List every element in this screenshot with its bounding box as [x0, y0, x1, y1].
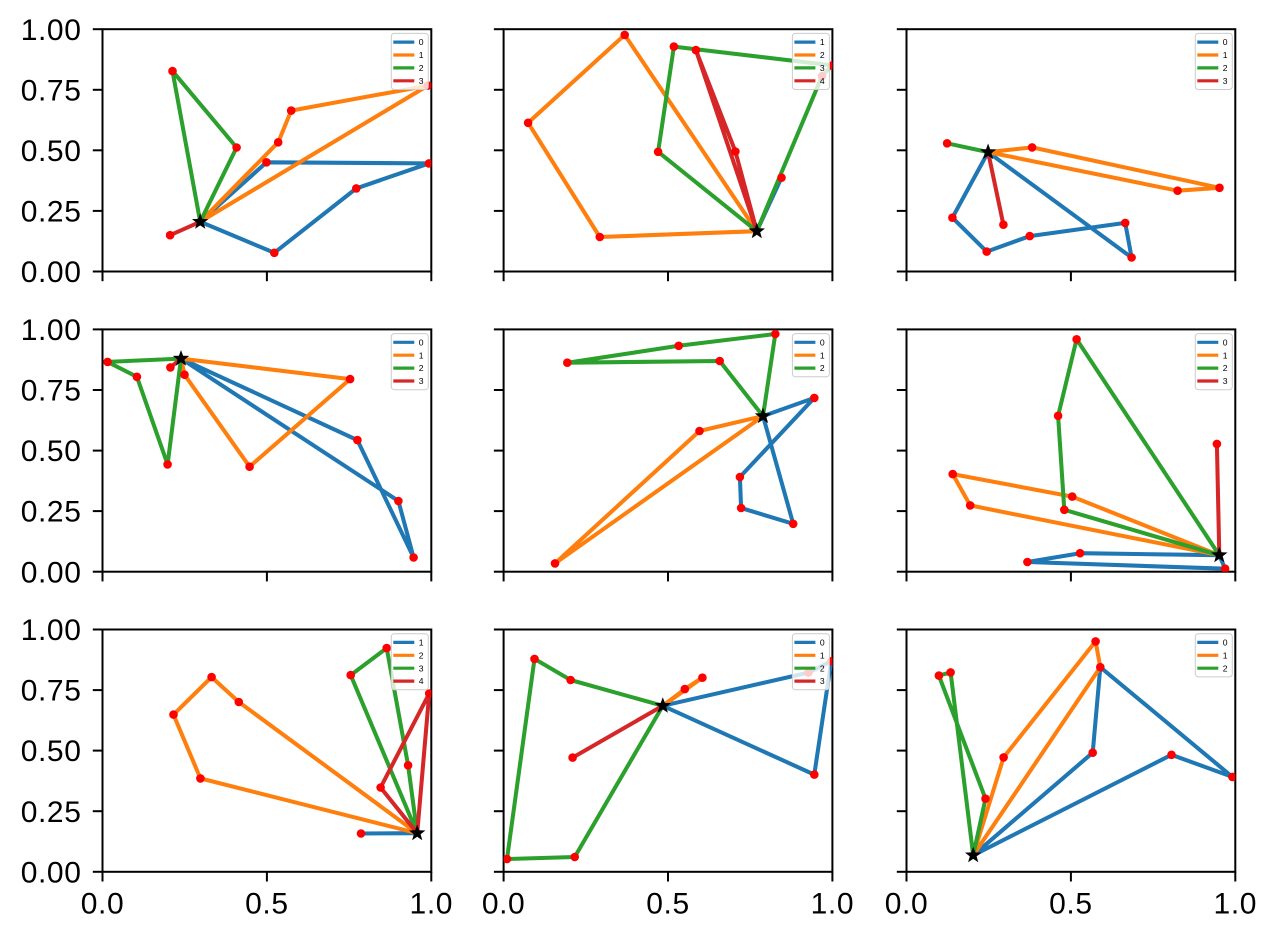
- svg-text:0.5: 0.5: [245, 888, 289, 921]
- svg-text:0: 0: [419, 337, 424, 347]
- svg-text:0.0: 0.0: [482, 888, 526, 921]
- svg-text:1: 1: [820, 37, 825, 47]
- svg-text:2: 2: [1223, 63, 1228, 73]
- svg-text:0.0: 0.0: [81, 888, 125, 921]
- svg-text:1: 1: [1223, 50, 1228, 60]
- svg-text:1.0: 1.0: [410, 888, 454, 921]
- svg-text:1.00: 1.00: [21, 614, 82, 647]
- svg-text:1.00: 1.00: [21, 14, 82, 47]
- svg-text:0: 0: [419, 37, 424, 47]
- svg-text:2: 2: [419, 63, 424, 73]
- svg-text:0.50: 0.50: [21, 435, 82, 468]
- svg-text:0: 0: [820, 337, 825, 347]
- svg-text:0.75: 0.75: [21, 675, 82, 708]
- svg-text:3: 3: [419, 76, 424, 86]
- svg-text:2: 2: [820, 363, 825, 373]
- svg-text:1: 1: [1223, 650, 1228, 660]
- svg-text:1.00: 1.00: [21, 314, 82, 347]
- svg-text:1: 1: [820, 650, 825, 660]
- svg-text:3: 3: [820, 63, 825, 73]
- svg-text:0.5: 0.5: [1049, 888, 1093, 921]
- svg-text:0.50: 0.50: [21, 135, 82, 168]
- svg-text:0.75: 0.75: [21, 74, 82, 107]
- svg-text:1: 1: [1223, 350, 1228, 360]
- svg-text:0: 0: [1223, 337, 1228, 347]
- svg-text:0.00: 0.00: [21, 856, 82, 889]
- svg-text:0: 0: [820, 638, 825, 648]
- svg-text:0.25: 0.25: [21, 796, 82, 829]
- svg-text:0.50: 0.50: [21, 735, 82, 768]
- svg-text:2: 2: [419, 363, 424, 373]
- svg-text:4: 4: [419, 676, 424, 686]
- svg-text:2: 2: [1223, 663, 1228, 673]
- svg-text:0: 0: [1223, 37, 1228, 47]
- svg-text:1: 1: [419, 350, 424, 360]
- svg-text:0.25: 0.25: [21, 196, 82, 229]
- svg-text:0: 0: [1223, 638, 1228, 648]
- svg-text:3: 3: [820, 676, 825, 686]
- svg-text:0.5: 0.5: [646, 888, 690, 921]
- svg-text:4: 4: [820, 76, 825, 86]
- svg-text:2: 2: [419, 650, 424, 660]
- svg-text:1.0: 1.0: [811, 888, 855, 921]
- svg-text:2: 2: [1223, 363, 1228, 373]
- svg-text:2: 2: [820, 50, 825, 60]
- svg-text:3: 3: [419, 663, 424, 673]
- svg-text:0.25: 0.25: [21, 496, 82, 529]
- svg-text:1: 1: [419, 638, 424, 648]
- svg-text:3: 3: [419, 376, 424, 386]
- svg-text:0.00: 0.00: [21, 256, 82, 289]
- svg-text:0.0: 0.0: [885, 888, 929, 921]
- svg-text:0.00: 0.00: [21, 556, 82, 589]
- svg-text:1: 1: [820, 350, 825, 360]
- svg-text:1: 1: [419, 50, 424, 60]
- svg-text:0.75: 0.75: [21, 375, 82, 408]
- svg-text:3: 3: [1223, 76, 1228, 86]
- svg-text:3: 3: [1223, 376, 1228, 386]
- svg-text:1.0: 1.0: [1214, 888, 1258, 921]
- svg-text:2: 2: [820, 663, 825, 673]
